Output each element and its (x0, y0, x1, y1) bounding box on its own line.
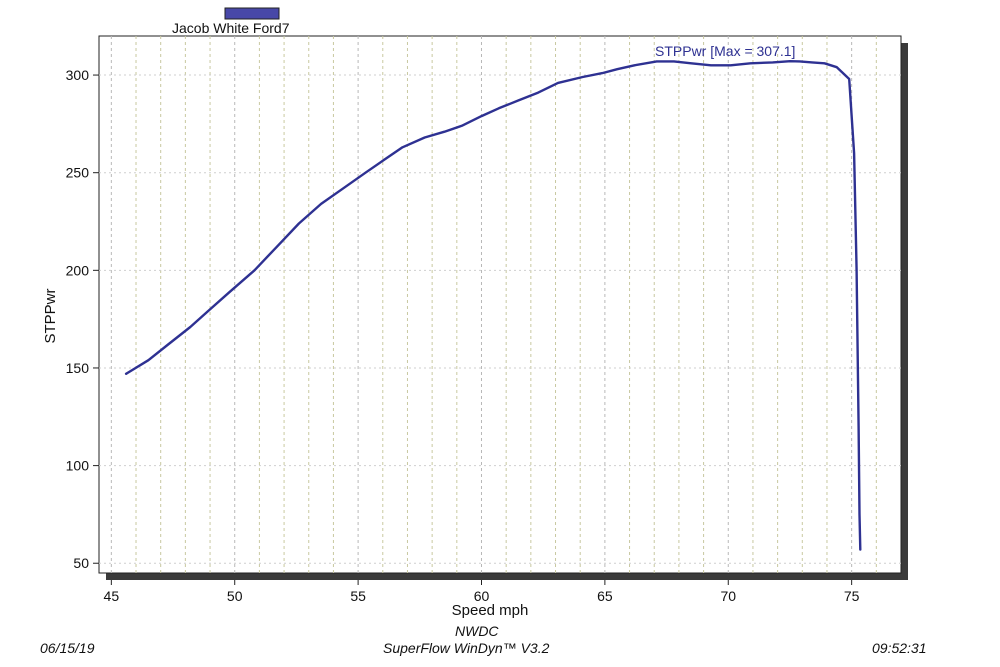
legend-swatch (224, 7, 280, 20)
legend-label: Jacob White Ford7 (172, 20, 290, 36)
x-axis-title: Speed mph (452, 602, 529, 619)
x-tick-label: 75 (844, 588, 860, 604)
y-tick-label: 150 (66, 360, 90, 376)
x-tick-label: 60 (474, 588, 490, 604)
footer-org: NWDC (455, 623, 499, 639)
x-tick-label: 45 (104, 588, 120, 604)
x-axis-ticks: 45 50 55 60 65 70 75 (104, 580, 860, 604)
x-tick-label: 50 (227, 588, 243, 604)
y-tick-label: 250 (66, 165, 90, 181)
y-axis-ticks: 50 100 150 200 250 300 (66, 67, 99, 571)
grid (99, 36, 901, 573)
y-tick-label: 300 (66, 67, 90, 83)
plot-area (98, 35, 902, 574)
x-tick-label: 65 (597, 588, 613, 604)
y-tick-label: 100 (66, 458, 90, 474)
y-tick-label: 50 (73, 555, 89, 571)
series-line-stppwr (124, 60, 862, 551)
footer-time: 09:52:31 (872, 640, 927, 656)
x-tick-label: 70 (720, 588, 736, 604)
footer-date: 06/15/19 (40, 640, 95, 656)
y-axis-title: STPPwr (42, 288, 59, 343)
max-annotation: STPPwr [Max = 307.1] (655, 43, 795, 59)
x-tick-label: 55 (350, 588, 366, 604)
y-tick-label: 200 (66, 262, 90, 278)
footer-software: SuperFlow WinDyn™ V3.2 (383, 640, 550, 656)
